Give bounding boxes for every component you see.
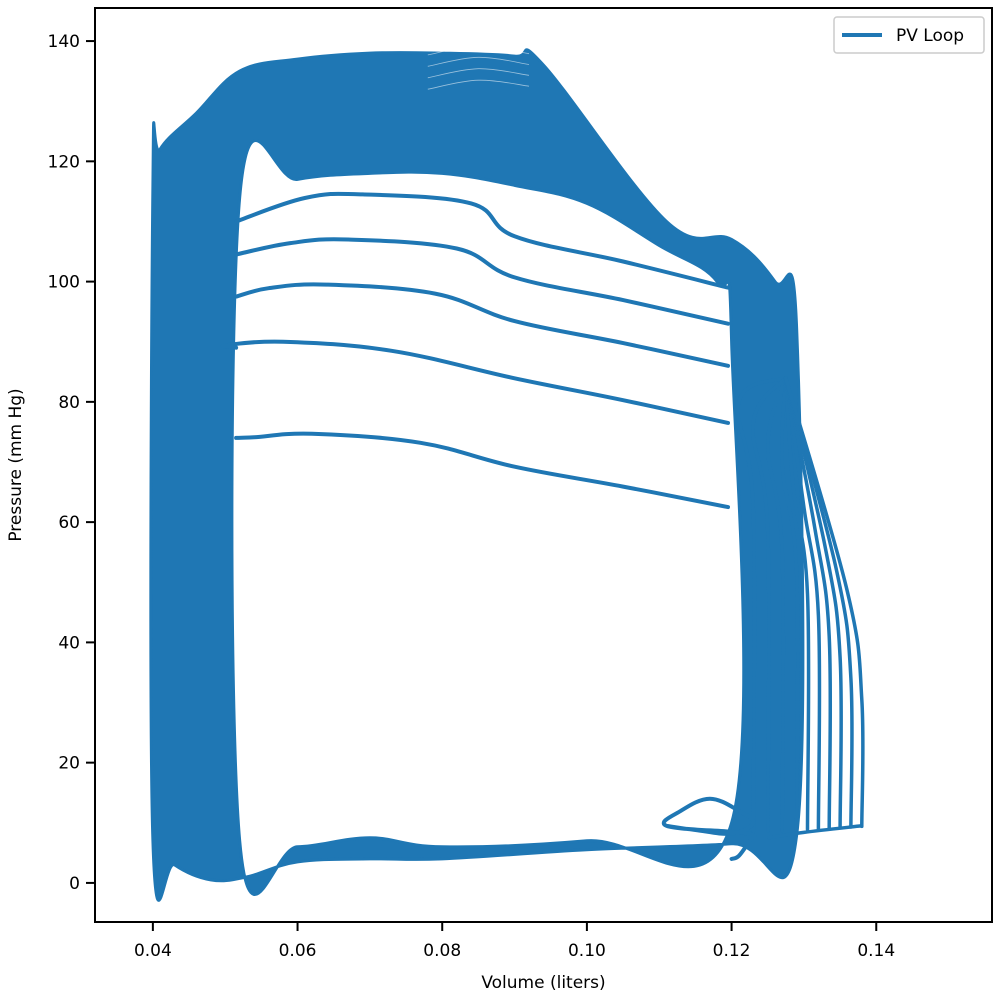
y-tick-label: 100 [48,273,80,293]
y-axis-ticks: 0 20 40 60 80 100 120 140 [48,32,95,894]
cycle-gap-line [427,45,530,56]
cycle-gap-line [427,11,530,22]
y-tick-label: 140 [48,32,80,52]
y-tick-label: 0 [69,874,80,894]
x-tick-label: 0.04 [134,941,172,961]
filling-line-1 [735,376,788,834]
filling-line-8 [784,376,844,830]
x-axis-label: Volume (liters) [481,973,605,993]
y-tick-label: 20 [58,754,80,774]
filling-line-9 [784,376,854,829]
filling-line-4 [780,376,800,832]
data-layer [149,11,865,902]
y-tick-label: 80 [58,393,80,413]
x-tick-label: 0.14 [857,941,895,961]
y-tick-label: 40 [58,633,80,653]
y-tick-label: 120 [48,152,80,172]
transient-ejection-curve-2 [221,339,730,425]
x-tick-label: 0.10 [568,941,606,961]
x-tick-label: 0.06 [279,941,317,961]
x-axis-ticks: 0.04 0.06 0.08 0.10 0.12 0.14 [134,922,895,961]
initial-small-loop [661,796,757,861]
transient-ejection-curve-3 [234,282,730,368]
legend-entry-pv-loop: PV Loop [896,26,964,46]
x-tick-label: 0.12 [713,941,751,961]
y-tick-label: 60 [58,513,80,533]
cycle-gap-line [427,79,530,90]
filling-line-10 [784,376,865,829]
cycle-gap-line [427,56,530,67]
filling-line-3 [766,376,788,833]
cycle-gap-line [427,34,530,44]
filling-line-5 [784,376,811,832]
filling-line-6 [784,376,822,831]
transient-ejection-curve-4 [234,237,730,326]
y-axis-label: Pressure (mm Hg) [6,388,26,541]
cycle-gap-line [427,22,530,33]
x-tick-label: 0.08 [423,941,461,961]
cycle-gap-line [427,68,530,79]
transient-ejection-curve-1 [234,431,730,510]
legend: PV Loop [833,16,985,54]
transient-ejection-curve-5 [234,191,730,290]
filling-line-7 [784,376,833,830]
plot-frame [94,7,993,923]
filling-line-2 [751,376,788,833]
filling-base-line [767,824,863,840]
legend-box [833,16,985,54]
